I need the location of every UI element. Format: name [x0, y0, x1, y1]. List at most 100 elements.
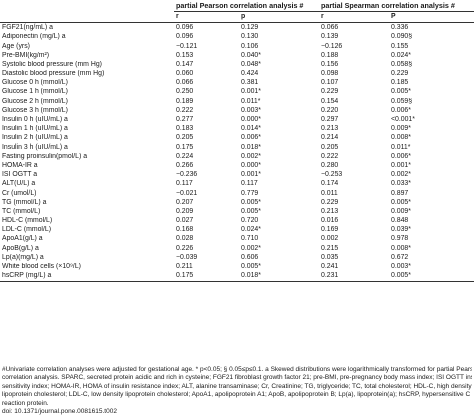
empty-corner-cell: [0, 0, 174, 12]
pearson-p-cell: 0.005*: [241, 198, 261, 206]
spearman-r-cell: 0.231: [319, 272, 389, 283]
row-label: Glucose 0 h (mmol/L): [2, 79, 68, 87]
footnote-line: reaction protein.: [2, 399, 49, 407]
pearson-p-cell: 0.048*: [241, 60, 261, 68]
spearman-r-cell: 0.035: [321, 253, 339, 261]
spearman-r-header: r: [319, 11, 389, 23]
pearson-r-cell: 0.189: [176, 97, 194, 105]
table-row: Insulin 1 h (uIU/mL) a 0.183 0.014* 0.213 0.…: [0, 125, 474, 134]
table-row: Insulin 0 h (uIU/mL) a 0.277 0.000* 0.297 <0…: [0, 116, 474, 125]
pearson-r-cell: 0.207: [176, 198, 194, 206]
footnote-line: lipoprotein cholesterol; LDL-C, low dens…: [2, 391, 471, 399]
table-row: Adiponectin (mg/L) a 0.096 0.130 0.139 0.090…: [0, 33, 474, 42]
row-label: Glucose 3 h (mmol/L): [2, 106, 68, 114]
spearman-r-cell: 0.229: [321, 198, 339, 206]
spearman-r-cell: 0.107: [321, 79, 339, 87]
spearman-p-cell: 0.033*: [391, 180, 411, 188]
pearson-p-cell: 0.720: [241, 217, 259, 225]
table-row: Glucose 0 h (mmol/L) 0.066 0.381 0.107 0.185: [0, 79, 474, 88]
pearson-r-cell: 0.168: [176, 226, 194, 234]
row-label: Insulin 0 h (uIU/mL) a: [2, 116, 68, 124]
spearman-p-cell: 0.229: [391, 70, 409, 78]
spearman-group-header: partial Spearman correlation analysis #: [319, 0, 474, 12]
spearman-p-cell: 0.009*: [391, 207, 411, 215]
pearson-r-cell: 0.175: [174, 272, 239, 283]
pearson-p-cell: 0.129: [241, 24, 259, 32]
spearman-r-cell: −0.253: [321, 171, 343, 179]
pearson-p-cell: 0.005*: [241, 263, 261, 271]
spearman-r-cell: 0.213: [321, 207, 339, 215]
spearman-r-cell: 0.205: [321, 143, 339, 151]
spearman-p-cell: 0.024*: [391, 51, 411, 59]
pearson-r-cell: −0.039: [176, 253, 198, 261]
pearson-r-cell: −0.121: [176, 42, 198, 50]
spearman-r-cell: 0.174: [321, 180, 339, 188]
pearson-group-header: partial Pearson correlation analysis #: [174, 0, 319, 12]
row-label: Systolic blood pressure (mm Hg): [2, 60, 102, 68]
row-label: White blood cells (×10⁹/L): [2, 263, 81, 271]
row-label: TG (mmol/L) a: [2, 198, 47, 206]
table-row: Pre-BMI(kg/m²) 0.153 0.040* 0.188 0.024*: [0, 52, 474, 61]
spearman-r-cell: 0.297: [321, 116, 339, 124]
row-label: LDL-C (mmol/L): [2, 226, 52, 234]
spearman-p-cell: <0.001*: [391, 116, 415, 124]
row-label: ApoB(g/L) a: [2, 244, 39, 252]
pearson-r-cell: 0.027: [176, 217, 194, 225]
table-row: Glucose 2 h (mmol/L) 0.189 0.011* 0.154 0.05…: [0, 98, 474, 107]
pearson-p-cell: 0.117: [241, 180, 258, 188]
table-row: ApoA1(g/L) a 0.028 0.710 0.002 0.978: [0, 235, 474, 244]
spearman-p-cell: 0.090§: [391, 33, 413, 41]
table-row: Insulin 3 h (uIU/mL) a 0.175 0.018* 0.205 0.…: [0, 143, 474, 152]
table-row: Systolic blood pressure (mm Hg) 0.147 0.04…: [0, 61, 474, 70]
row-label: Lp(a)(mg/L) a: [2, 253, 44, 261]
pearson-p-cell: 0.000*: [241, 161, 261, 169]
spearman-p-cell: 0.003*: [391, 263, 411, 271]
row-label: Cr (umol/L): [2, 189, 37, 197]
table-row: HDL-C (mmol/L) 0.027 0.720 0.016 0.848: [0, 217, 474, 226]
spearman-p-cell: 0.005*: [389, 272, 474, 283]
spearman-p-header: P: [389, 11, 474, 23]
spearman-p-cell: 0.848: [391, 217, 409, 225]
pearson-r-cell: 0.209: [176, 207, 194, 215]
spearman-p-cell: 0.002*: [391, 171, 411, 179]
pearson-p-cell: 0.003*: [241, 106, 261, 114]
row-label: ApoA1(g/L) a: [2, 235, 43, 243]
spearman-r-cell: 0.220: [321, 106, 339, 114]
table-row: TC (mmol/L) 0.209 0.005* 0.213 0.009*: [0, 208, 474, 217]
pearson-p-cell: 0.040*: [241, 51, 261, 59]
pearson-p-cell: 0.011*: [241, 97, 261, 105]
pearson-p-cell: 0.000*: [241, 116, 261, 124]
table-row: Lp(a)(mg/L) a −0.039 0.606 0.035 0.672: [0, 254, 474, 263]
spearman-p-cell: 0.006*: [391, 152, 411, 160]
pearson-r-cell: 0.096: [176, 24, 194, 32]
footnote-line: correlation analysis. SPARC, secreted pr…: [2, 374, 472, 382]
pearson-r-cell: 0.277: [176, 116, 194, 124]
pearson-r-cell: −0.236: [176, 171, 198, 179]
spearman-p-cell: 0.011*: [391, 143, 411, 151]
pearson-r-cell: 0.096: [176, 33, 194, 41]
spearman-r-cell: 0.214: [321, 134, 339, 142]
pearson-p-cell: 0.005*: [241, 207, 261, 215]
table-row: Fasting proinsulin(pmol/L) a 0.224 0.002* 0…: [0, 153, 474, 162]
spearman-r-cell: 0.213: [321, 125, 339, 133]
pearson-p-cell: 0.106: [241, 42, 259, 50]
pearson-r-cell: 0.205: [176, 134, 194, 142]
sub-header-row: r p r P: [0, 11, 474, 23]
table-row: HOMA-IR a 0.266 0.000* 0.280 0.001*: [0, 162, 474, 171]
correlation-table: partial Pearson correlation analysis # p…: [0, 0, 474, 283]
spearman-r-cell: 0.016: [321, 217, 339, 225]
spearman-p-cell: 0.006*: [391, 106, 411, 114]
row-label: Glucose 1 h (mmol/L): [2, 88, 68, 96]
spearman-p-cell: 0.005*: [391, 198, 411, 206]
pearson-p-cell: 0.424: [241, 70, 259, 78]
pearson-r-cell: 0.211: [176, 263, 193, 271]
group-header-row: partial Pearson correlation analysis # p…: [0, 0, 474, 12]
pearson-p-cell: 0.779: [241, 189, 259, 197]
pearson-p-cell: 0.014*: [241, 125, 261, 133]
spearman-r-cell: 0.241: [321, 263, 339, 271]
spearman-p-cell: 0.185: [391, 79, 409, 87]
pearson-r-cell: 0.222: [176, 106, 194, 114]
row-label: Glucose 2 h (mmol/L): [2, 97, 68, 105]
table-row: ALT(U/L) a 0.117 0.117 0.174 0.033*: [0, 180, 474, 189]
